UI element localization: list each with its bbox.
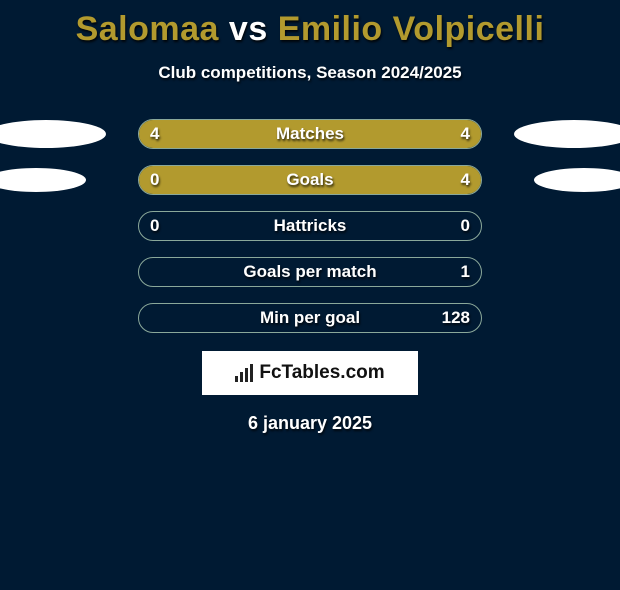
stat-value-left: 0 bbox=[150, 216, 159, 236]
stat-row: Hattricks 0 0 bbox=[0, 211, 620, 241]
stat-value-right: 4 bbox=[461, 170, 470, 190]
player1-oval-icon bbox=[0, 120, 106, 148]
subtitle-text: Club competitions, Season 2024/2025 bbox=[0, 63, 620, 83]
stat-label: Goals per match bbox=[243, 262, 376, 282]
stat-value-right: 1 bbox=[461, 262, 470, 282]
stat-row: Matches 4 4 bbox=[0, 119, 620, 149]
player2-oval-icon bbox=[534, 168, 620, 192]
stat-value-left: 0 bbox=[150, 170, 159, 190]
stat-value-right: 4 bbox=[461, 124, 470, 144]
stat-row: Goals per match 1 bbox=[0, 257, 620, 287]
stat-row: Goals 0 4 bbox=[0, 165, 620, 195]
stat-row: Min per goal 128 bbox=[0, 303, 620, 333]
player2-oval-icon bbox=[514, 120, 620, 148]
stat-value-right: 128 bbox=[442, 308, 470, 328]
stat-value-left: 4 bbox=[150, 124, 159, 144]
date-label: 6 january 2025 bbox=[0, 413, 620, 434]
vs-label: vs bbox=[229, 10, 268, 48]
player2-name: Emilio Volpicelli bbox=[278, 10, 545, 48]
player1-name: Salomaa bbox=[76, 10, 219, 48]
brand-badge: FcTables.com bbox=[202, 351, 418, 395]
brand-bars-icon bbox=[235, 364, 253, 382]
comparison-title: Salomaa vs Emilio Volpicelli bbox=[0, 10, 620, 49]
stat-label: Matches bbox=[276, 124, 344, 144]
stat-bar-fill-left bbox=[139, 166, 204, 194]
stat-label: Hattricks bbox=[274, 216, 347, 236]
stats-rows: Matches 4 4 Goals 0 4 Hattricks 0 0 Goals per mat… bbox=[0, 119, 620, 333]
player1-oval-icon bbox=[0, 168, 86, 192]
stat-label: Min per goal bbox=[260, 308, 360, 328]
stat-bar-fill-right bbox=[204, 166, 481, 194]
stat-value-right: 0 bbox=[461, 216, 470, 236]
stat-label: Goals bbox=[286, 170, 333, 190]
brand-text: FcTables.com bbox=[259, 362, 384, 384]
